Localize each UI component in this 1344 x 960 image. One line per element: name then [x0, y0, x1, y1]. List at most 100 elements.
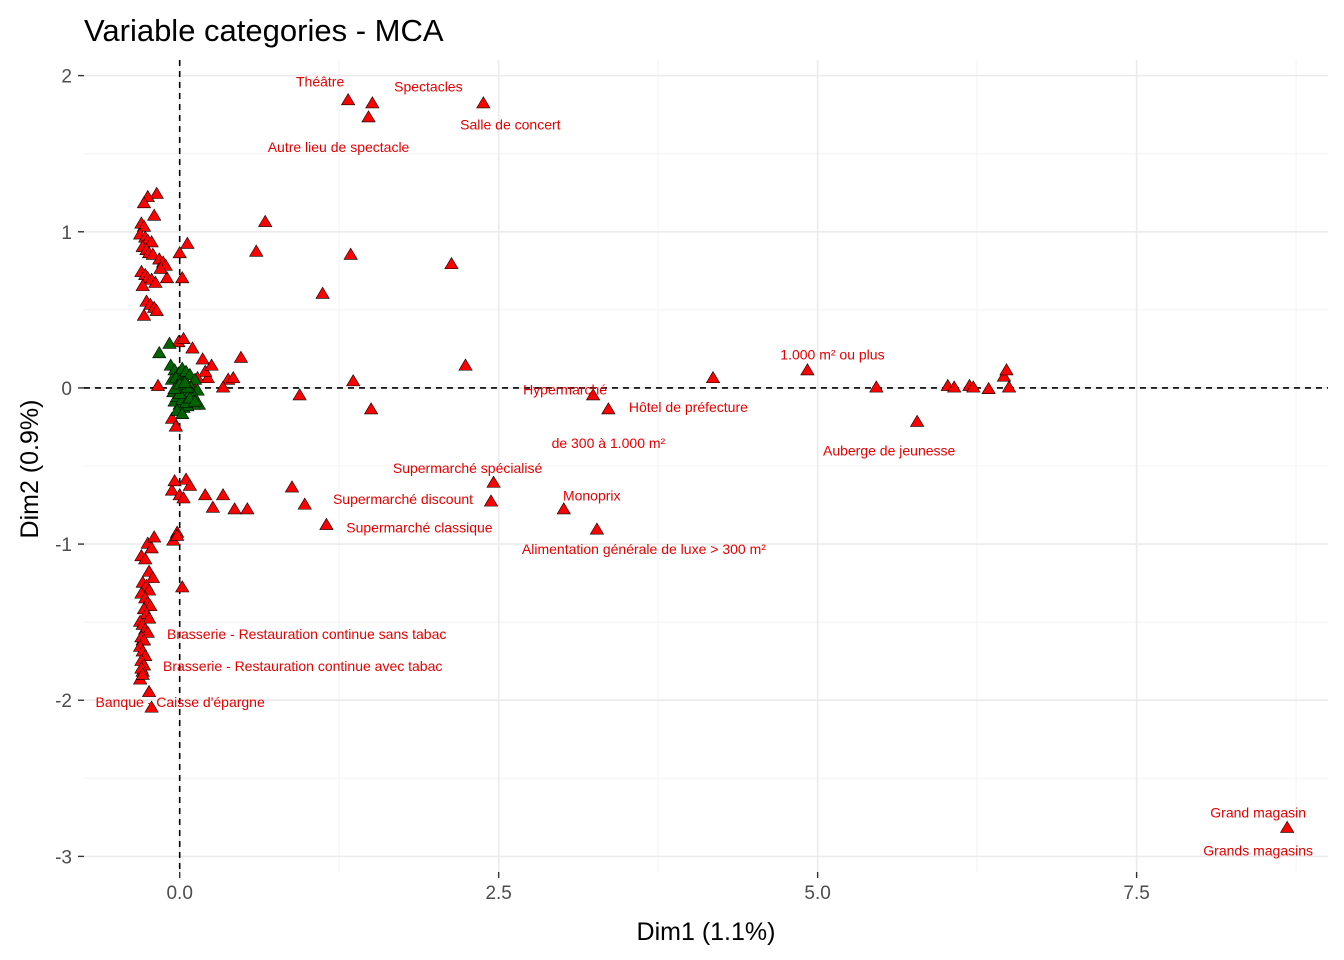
red-point — [159, 271, 175, 284]
x-tick-label: 5.0 — [804, 883, 830, 904]
red-point — [343, 247, 358, 260]
red-point — [215, 380, 231, 393]
red-point — [136, 196, 152, 209]
red-point — [144, 541, 159, 554]
red-point — [175, 271, 190, 284]
point-label: Supermarché classique — [346, 519, 493, 535]
red-point — [167, 474, 182, 487]
point-label: Grands magasins — [1203, 842, 1313, 858]
red-point — [146, 208, 162, 221]
red-point — [996, 369, 1012, 382]
point-label: Autre lieu de spectacle — [268, 139, 410, 155]
x-tick-label: 2.5 — [485, 883, 511, 904]
grid — [84, 60, 1328, 872]
red-point — [292, 388, 307, 401]
chart-title: Variable categories - MCA — [84, 13, 444, 48]
red-point — [346, 374, 361, 387]
red-point — [226, 370, 241, 384]
point-label: Brasserie - Restauration continue sans t… — [167, 626, 446, 642]
x-axis-title: Dim1 (1.1%) — [637, 918, 776, 946]
green-point — [175, 406, 190, 419]
red-point — [946, 380, 962, 393]
red-point — [138, 552, 153, 565]
red-point — [240, 502, 255, 515]
green-point — [152, 345, 167, 359]
point-label: Spectacles — [394, 79, 462, 95]
red-point — [169, 528, 185, 541]
red-point — [585, 388, 601, 401]
red-point — [198, 488, 213, 501]
point-label: Supermarché discount — [333, 491, 473, 507]
red-point — [149, 303, 164, 316]
y-tick-label: 0 — [61, 379, 72, 400]
reference-lines — [84, 60, 1328, 872]
y-tick-label: -3 — [55, 847, 72, 868]
point-label: 1.000 m² ou plus — [780, 347, 884, 363]
red-point — [284, 480, 300, 493]
point-label: Hôtel de préfecture — [629, 399, 748, 415]
point-label: Brasserie - Restauration continue avec t… — [163, 658, 442, 674]
red-point — [258, 214, 273, 227]
red-point — [153, 261, 168, 274]
red-point — [705, 370, 721, 384]
point-label: Banque - Caisse d'épargne — [96, 694, 265, 710]
red-point — [556, 502, 571, 515]
red-point — [175, 580, 190, 593]
red-point — [149, 186, 164, 199]
red-point — [168, 419, 184, 432]
red-point — [966, 380, 981, 393]
x-tick-label: 0.0 — [166, 883, 192, 904]
red-point — [589, 522, 605, 535]
red-point — [176, 331, 191, 345]
point-label: Salle de concert — [460, 117, 561, 133]
red-point — [1279, 820, 1295, 833]
red-point — [136, 308, 152, 321]
red-point — [800, 363, 815, 376]
red-point — [249, 244, 264, 257]
axis-ticks: 0.0 2.5 5.0 7.5 -3 -2 -1 0 1 2 — [55, 67, 1150, 904]
point-label: Monoprix — [563, 488, 621, 504]
point-label: Théâtre — [296, 74, 344, 90]
red-point — [999, 363, 1014, 376]
red-point — [909, 414, 925, 427]
red-point — [365, 96, 380, 109]
red-point — [144, 235, 159, 248]
red-point — [483, 494, 499, 507]
red-point — [144, 700, 159, 713]
y-tick-label: 1 — [61, 223, 72, 244]
red-point — [444, 256, 459, 270]
red-point — [198, 364, 213, 377]
red-point — [182, 478, 198, 491]
red-point — [204, 358, 219, 371]
red-point — [164, 483, 180, 496]
green-point — [162, 336, 177, 349]
point-label: Alimentation générale de luxe > 300 m² — [522, 541, 766, 557]
y-tick-label: -1 — [55, 535, 72, 556]
red-point — [141, 611, 157, 624]
red-point — [200, 370, 215, 384]
red-point — [340, 93, 356, 106]
red-point — [981, 381, 996, 394]
red-point — [1001, 380, 1017, 393]
red-point — [176, 491, 191, 504]
red-point — [205, 500, 221, 513]
point-label: Grand magasin — [1210, 804, 1306, 820]
red-point — [148, 275, 163, 288]
green-point — [187, 394, 203, 407]
red-point — [361, 110, 376, 123]
green-point — [177, 375, 192, 388]
red-point — [869, 380, 884, 393]
red-point — [145, 570, 161, 583]
red-point — [150, 378, 166, 391]
red-point — [172, 246, 187, 259]
point-label: Hypermarché — [523, 382, 607, 398]
red-point — [145, 247, 161, 260]
red-point — [319, 517, 334, 530]
point-label: Supermarché spécialisé — [393, 460, 543, 476]
red-point — [180, 236, 195, 249]
red-point — [185, 341, 200, 354]
red-point — [195, 352, 210, 365]
red-point — [363, 402, 379, 415]
red-point — [135, 278, 150, 291]
red-point — [146, 530, 162, 543]
